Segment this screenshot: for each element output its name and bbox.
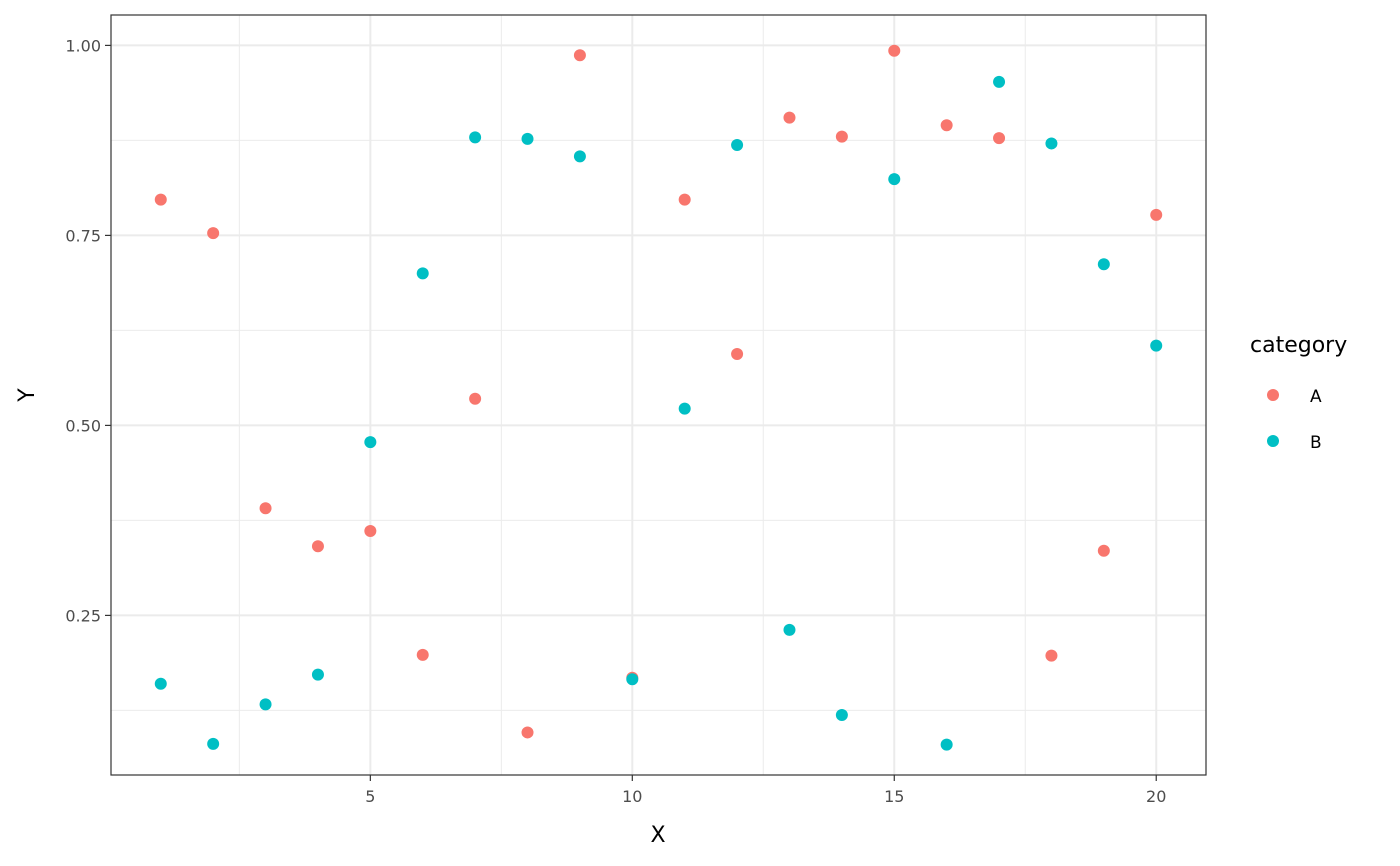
y-axis-title: Y bbox=[15, 388, 40, 403]
x-tick-label: 5 bbox=[365, 787, 375, 806]
data-point-a bbox=[469, 392, 482, 405]
x-tick-label: 20 bbox=[1146, 787, 1166, 806]
data-point-b bbox=[835, 708, 848, 721]
data-point-b bbox=[416, 267, 429, 280]
data-point-b bbox=[1045, 137, 1058, 150]
data-point-a bbox=[364, 525, 377, 538]
data-point-b bbox=[469, 131, 482, 144]
y-tick-label: 1.00 bbox=[65, 36, 101, 55]
data-point-b bbox=[731, 138, 744, 151]
data-point-b bbox=[678, 402, 691, 415]
data-point-b bbox=[364, 436, 377, 449]
x-tick-label: 10 bbox=[622, 787, 642, 806]
data-point-b bbox=[154, 677, 167, 690]
y-tick-label: 0.50 bbox=[65, 416, 101, 435]
plot-border bbox=[110, 14, 1207, 776]
data-point-a bbox=[521, 726, 534, 739]
data-point-a bbox=[416, 648, 429, 661]
legend-label-b: B bbox=[1310, 433, 1322, 453]
data-point-a bbox=[835, 130, 848, 143]
y-tick-label: 0.75 bbox=[65, 226, 101, 245]
data-point-a bbox=[311, 540, 324, 553]
y-tick-label: 0.25 bbox=[65, 606, 101, 625]
data-point-b bbox=[888, 173, 901, 186]
x-tick-label: 15 bbox=[884, 787, 904, 806]
data-point-b bbox=[207, 737, 220, 750]
data-point-b bbox=[993, 75, 1006, 88]
data-point-a bbox=[783, 111, 796, 124]
x-axis: 5 10 15 20 bbox=[365, 775, 1166, 806]
legend: category A B bbox=[1250, 333, 1347, 453]
data-points bbox=[154, 44, 1163, 751]
data-point-b bbox=[521, 132, 534, 145]
plot-panel bbox=[111, 15, 1206, 775]
y-axis: 0.25 0.50 0.75 1.00 bbox=[65, 36, 111, 625]
data-point-a bbox=[1150, 208, 1163, 221]
data-point-b bbox=[259, 698, 272, 711]
data-point-a bbox=[207, 227, 220, 240]
data-point-b bbox=[626, 673, 639, 686]
data-point-b bbox=[783, 623, 796, 636]
data-point-b bbox=[311, 668, 324, 681]
data-point-a bbox=[259, 502, 272, 515]
data-point-a bbox=[678, 193, 691, 206]
data-point-a bbox=[888, 44, 901, 57]
data-point-a bbox=[573, 49, 586, 62]
minor-gridlines bbox=[111, 15, 1206, 775]
data-point-a bbox=[154, 193, 167, 206]
data-point-a bbox=[731, 347, 744, 360]
data-point-a bbox=[993, 132, 1006, 145]
x-axis-title: X bbox=[650, 823, 665, 848]
data-point-b bbox=[1097, 258, 1110, 271]
data-point-a bbox=[1045, 649, 1058, 662]
legend-label-a: A bbox=[1310, 387, 1322, 407]
data-point-b bbox=[1150, 339, 1163, 352]
data-point-a bbox=[940, 119, 953, 132]
data-point-b bbox=[573, 150, 586, 163]
major-gridlines bbox=[111, 15, 1206, 775]
data-point-b bbox=[940, 738, 953, 751]
legend-key-b bbox=[1267, 435, 1279, 447]
data-point-a bbox=[1097, 544, 1110, 557]
legend-title: category bbox=[1250, 333, 1347, 358]
legend-key-a bbox=[1267, 389, 1279, 401]
